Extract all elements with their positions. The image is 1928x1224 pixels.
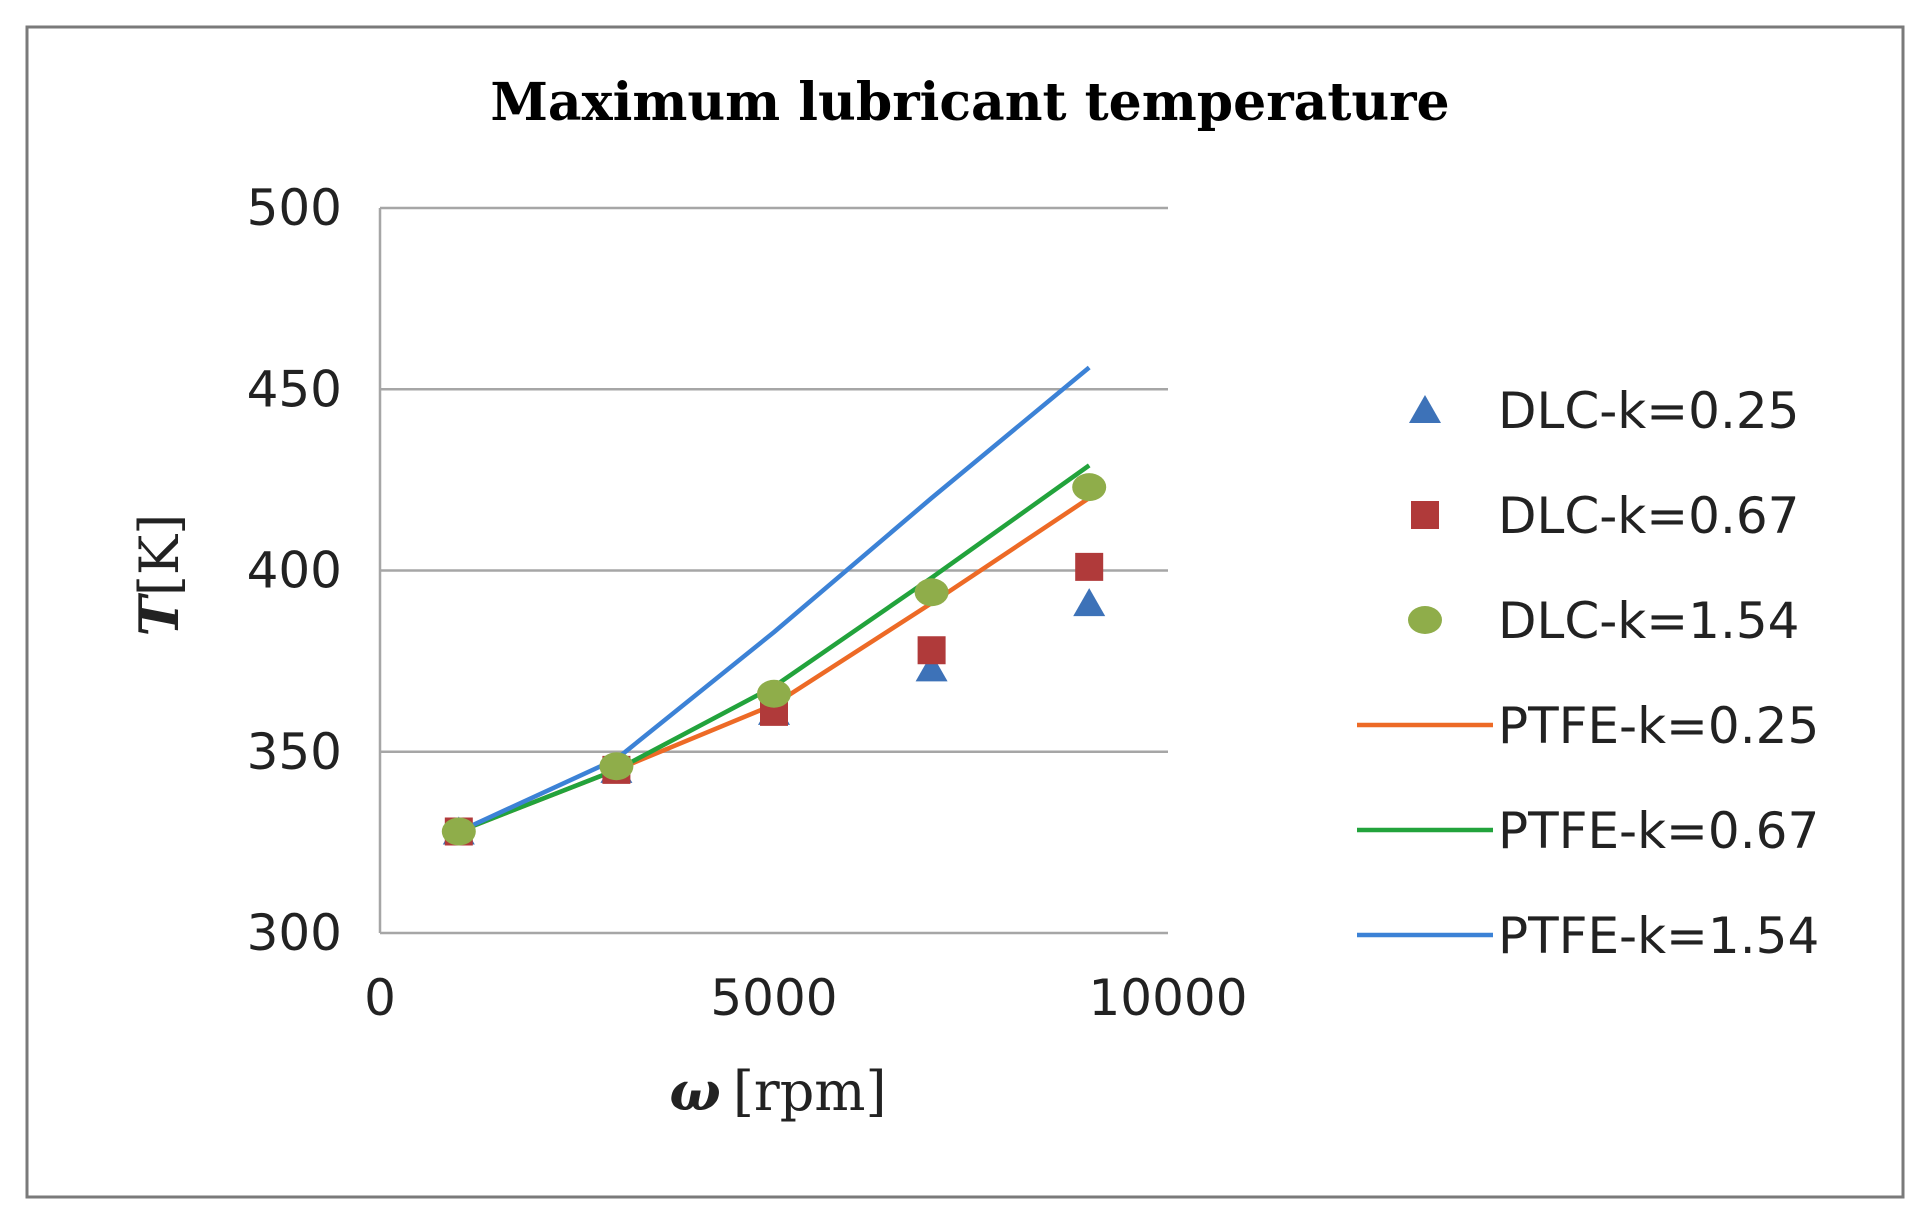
gridlines: [378, 206, 1168, 935]
y-axis-unit: [K]: [128, 514, 191, 596]
legend-label-ptfe-k-0-67: PTFE-k=0.67: [1498, 802, 1819, 860]
y-tick-labels: 300 350 400 450 500: [247, 179, 342, 962]
legend: DLC-k=0.25 DLC-k=0.67 DLC-k=1.54 PTFE-k=0.2…: [1357, 382, 1819, 965]
x-tick-label: 0: [364, 969, 396, 1027]
x-axis-label: ω [rpm]: [669, 1059, 886, 1123]
x-tick-label: 5000: [710, 969, 837, 1027]
series-markers: [441, 473, 1107, 846]
legend-swatch-dlc-k-0-67: [1411, 501, 1439, 529]
point-dlc-k-0-25: [915, 653, 948, 682]
point-dlc-k-1-54: [599, 752, 634, 781]
point-dlc-k-1-54: [914, 578, 949, 607]
legend-label-ptfe-k-0-25: PTFE-k=0.25: [1498, 697, 1819, 755]
y-tick-label: 300: [247, 904, 342, 962]
point-dlc-k-1-54: [1072, 473, 1107, 502]
legend-label-dlc-k-0-25: DLC-k=0.25: [1498, 382, 1800, 440]
point-dlc-k-1-54: [441, 817, 476, 846]
x-tick-labels: 0 5000 10000: [364, 969, 1247, 1027]
x-axis-symbol: ω: [669, 1059, 720, 1123]
legend-swatch-dlc-k-1-54: [1408, 606, 1442, 634]
legend-swatch-dlc-k-0-25: [1409, 395, 1441, 423]
y-tick-label: 450: [247, 360, 342, 418]
y-axis-symbol: T: [127, 592, 191, 636]
series-line-ptfe-k-1-54: [457, 365, 1091, 834]
x-axis-unit: [rpm]: [733, 1060, 887, 1123]
x-tick-label: 10000: [1088, 969, 1247, 1027]
y-tick-label: 350: [247, 723, 342, 781]
point-dlc-k-0-25: [1073, 588, 1106, 617]
chart-frame: [25, 25, 1905, 1199]
y-axis-label: T[K]: [127, 514, 191, 637]
point-dlc-k-0-67: [1075, 552, 1104, 581]
point-dlc-k-0-67: [917, 636, 946, 665]
legend-label-ptfe-k-1-54: PTFE-k=1.54: [1498, 907, 1819, 965]
y-tick-label: 500: [247, 179, 342, 237]
y-tick-label: 400: [247, 542, 342, 600]
legend-label-dlc-k-0-67: DLC-k=0.67: [1498, 487, 1800, 545]
legend-label-dlc-k-1-54: DLC-k=1.54: [1498, 592, 1800, 650]
chart-title: Maximum lubricant temperature: [490, 72, 1449, 133]
point-dlc-k-1-54: [757, 679, 791, 708]
